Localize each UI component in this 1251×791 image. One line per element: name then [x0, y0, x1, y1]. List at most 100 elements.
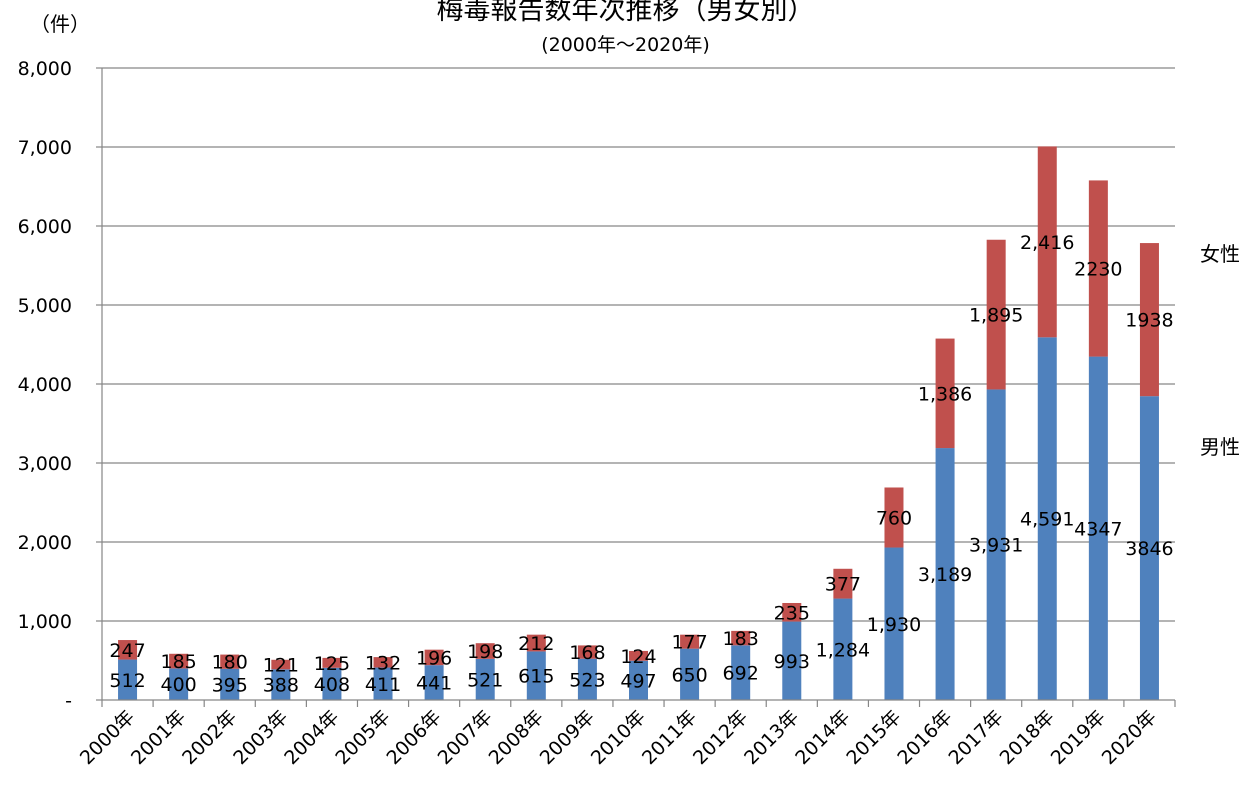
bar-female — [731, 630, 751, 646]
data-label-female: 235 — [774, 602, 810, 624]
data-label-female: 377 — [825, 574, 861, 596]
bar-male — [629, 660, 648, 700]
bar-female — [935, 338, 955, 449]
data-label-female: 247 — [109, 640, 145, 662]
data-label-female: 2230 — [1074, 259, 1122, 281]
bar-male — [475, 658, 495, 700]
bar-female — [475, 643, 495, 659]
data-label-female: 1,895 — [969, 305, 1023, 327]
y-axis-unit-label: （件） — [30, 12, 90, 36]
legend-male: 男性 — [1200, 435, 1240, 459]
bar-male — [680, 648, 700, 700]
x-tick-label: 2014年 — [791, 706, 854, 769]
data-label-female: 124 — [620, 646, 656, 668]
data-label-female: 212 — [518, 633, 554, 655]
bar-female — [169, 653, 189, 669]
data-label-male: 497 — [620, 670, 656, 692]
bar-male — [169, 668, 189, 700]
y-tick-label: 1,000 — [18, 611, 72, 633]
y-tick-label: 7,000 — [18, 137, 72, 159]
x-tick-label: 2018年 — [996, 706, 1059, 769]
data-label-female: 180 — [212, 652, 248, 674]
bar-female — [373, 657, 393, 668]
data-label-female: 183 — [723, 628, 759, 650]
bar-male — [373, 667, 393, 700]
y-tick-label: 8,000 — [18, 58, 72, 80]
data-label-female: 121 — [263, 655, 299, 677]
bar-male — [577, 658, 597, 700]
y-tick-label: - — [65, 690, 72, 712]
x-tick-label: 2017年 — [945, 706, 1008, 769]
bar-female — [1088, 180, 1108, 357]
x-tick-label: 2020年 — [1098, 706, 1161, 769]
x-tick-label: 2013年 — [740, 706, 803, 769]
bar-female — [526, 634, 546, 652]
data-label-female: 185 — [161, 651, 197, 673]
data-label-male: 4347 — [1074, 518, 1122, 540]
data-label-male: 1,930 — [867, 614, 921, 636]
x-tick-label: 2003年 — [229, 706, 292, 769]
x-tick-label: 2015年 — [842, 706, 905, 769]
y-tick-label: 5,000 — [18, 295, 72, 317]
data-label-male: 3,189 — [918, 564, 972, 586]
bar-male — [1037, 337, 1057, 700]
bar-female — [1139, 243, 1159, 397]
data-label-female: 2,416 — [1020, 232, 1074, 254]
bar-female — [322, 657, 342, 668]
x-tick-label: 2008年 — [485, 706, 548, 769]
bar-male — [271, 669, 291, 700]
bar-male — [424, 665, 444, 700]
chart-title: 梅毒報告数年次推移（男女別） — [436, 0, 815, 26]
bar-male — [782, 621, 802, 700]
bar-female — [118, 640, 138, 660]
data-label-male: 388 — [263, 675, 299, 697]
bar-female — [1037, 146, 1057, 338]
data-label-female: 1938 — [1125, 310, 1173, 332]
bar-female — [577, 645, 597, 659]
data-label-male: 993 — [774, 651, 810, 673]
data-label-male: 400 — [161, 674, 197, 696]
bar-male — [935, 448, 955, 700]
data-label-female: 177 — [671, 632, 707, 654]
bar-male — [833, 598, 853, 700]
x-tick-label: 2011年 — [638, 706, 701, 769]
x-tick-label: 2009年 — [536, 706, 599, 769]
data-label-male: 692 — [723, 663, 759, 685]
data-label-male: 408 — [314, 674, 350, 696]
y-tick-label: 2,000 — [18, 532, 72, 554]
bar-male — [118, 659, 138, 700]
data-label-male: 3846 — [1125, 538, 1173, 560]
data-label-male: 395 — [212, 674, 248, 696]
legend-female: 女性 — [1200, 242, 1240, 266]
x-tick-label: 2002年 — [178, 706, 241, 769]
bar-male — [220, 668, 240, 700]
x-tick-label: 2004年 — [280, 706, 343, 769]
y-tick-label: 3,000 — [18, 453, 72, 475]
bar-male — [884, 547, 904, 700]
bar-male — [986, 389, 1006, 700]
bar-female — [680, 634, 700, 649]
bar-female — [220, 654, 240, 669]
data-label-female: 132 — [365, 652, 401, 674]
data-label-female: 168 — [569, 642, 605, 664]
data-label-male: 4,591 — [1020, 509, 1074, 531]
data-label-male: 523 — [569, 669, 605, 691]
bar-male — [526, 651, 546, 700]
bar-female — [271, 659, 291, 670]
bar-male — [322, 667, 342, 700]
data-label-male: 512 — [109, 670, 145, 692]
gridlines — [102, 67, 1175, 622]
bar-male — [1088, 356, 1108, 700]
data-label-female: 760 — [876, 508, 912, 530]
x-tick-label: 2000年 — [76, 706, 139, 769]
data-label-female: 198 — [467, 641, 503, 663]
data-label-male: 521 — [467, 669, 503, 691]
bar-female — [833, 568, 853, 599]
chart-subtitle: (2000年〜2020年) — [541, 34, 710, 56]
x-tick-label: 2012年 — [689, 706, 752, 769]
bars — [118, 146, 1159, 700]
x-tick-label: 2010年 — [587, 706, 650, 769]
x-tick-label: 2006年 — [382, 706, 445, 769]
